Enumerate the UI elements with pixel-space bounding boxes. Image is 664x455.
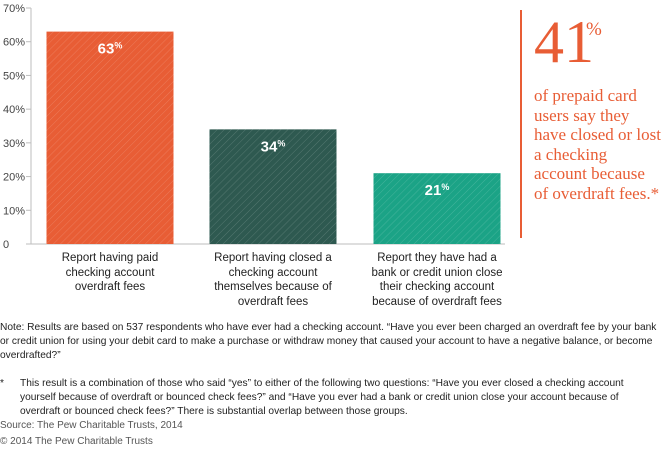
bar-chart: 0 10% 20% 30% 40% 50% 60% 70% 63% 34% 21% [3, 3, 505, 250]
bars: 63% 34% 21% [46, 31, 501, 244]
x-category-label-line: themselves because of [214, 281, 332, 293]
footnote-text: This result is a combination of those wh… [20, 378, 624, 417]
source-line: Source: The Pew Charitable Trusts, 2014 [0, 420, 183, 431]
x-category-label: Report having closed a checking account th… [198, 251, 348, 309]
y-tick-label: 0 [3, 239, 9, 250]
callout-box: 41 % of prepaid card users say they have… [520, 10, 662, 238]
x-category-label-line: Report they have had a [377, 252, 497, 264]
y-tick-label: 60% [3, 37, 25, 49]
bar-hatch [209, 129, 337, 244]
y-tick-label: 40% [3, 104, 25, 116]
bar-value-label: 34% [261, 138, 286, 155]
x-category-label-line: their checking account [379, 281, 495, 293]
y-tick-label: 50% [3, 70, 25, 82]
x-category-label-line: Report having paid [61, 252, 159, 264]
x-category-label-line: overdraft fees [74, 281, 146, 293]
callout-text: of prepaid card users say they have clos… [534, 86, 661, 203]
x-category-label-line: checking account [65, 266, 155, 279]
bar-value-label: 21% [425, 182, 450, 199]
footnote: * This result is a combination of those … [0, 377, 660, 419]
copyright-line: © 2014 The Pew Charitable Trusts [0, 436, 153, 447]
x-category-label-line: because of overdraft fees [372, 295, 502, 308]
bar-hatch [373, 173, 501, 244]
footnote-marker: * [0, 378, 4, 389]
callout-percent: % [586, 19, 602, 40]
y-tick-label: 10% [3, 205, 25, 217]
chart-note: Note: Results are based on 537 responden… [0, 322, 657, 361]
bar-hatch [46, 31, 174, 244]
callout-number: 41 [534, 9, 594, 75]
x-category-label-line: Report having closed a [214, 252, 332, 264]
x-category-label-line: checking account [228, 266, 318, 279]
y-tick-label: 20% [3, 172, 25, 184]
x-category-label-line: bank or credit union close [371, 266, 503, 279]
x-category-label: Report having paid checking account overdr… [35, 251, 185, 295]
x-category-label: Report they have had a bank or credit uni… [362, 251, 512, 309]
bar-value-label: 63% [98, 41, 123, 58]
x-category-label-line: overdraft fees [237, 295, 309, 308]
y-tick-label: 70% [3, 3, 25, 15]
y-tick-label: 30% [3, 138, 25, 150]
